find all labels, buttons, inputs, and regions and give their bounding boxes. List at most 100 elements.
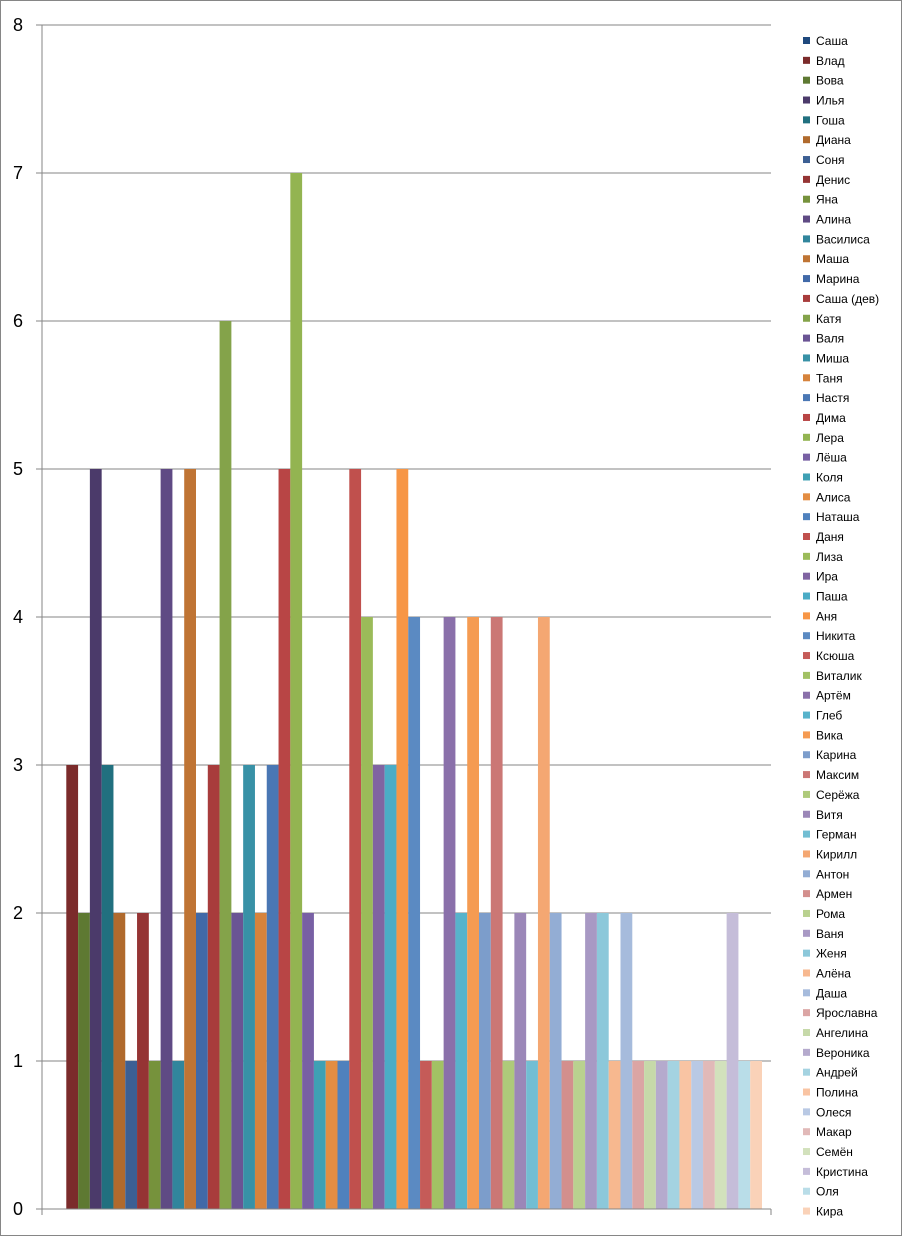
bar-41 <box>526 1061 538 1209</box>
legend-swatch <box>803 929 810 937</box>
legend-label: Марина <box>816 272 860 286</box>
legend-swatch <box>803 1207 810 1215</box>
y-tick-label: 8 <box>13 15 23 35</box>
legend-swatch <box>803 493 810 501</box>
bar-34 <box>443 617 456 1209</box>
bar-12 <box>184 469 196 1209</box>
legend-swatch <box>803 552 810 560</box>
y-tick-label: 4 <box>13 607 23 627</box>
bar-25 <box>337 1061 350 1209</box>
bar-59 <box>738 1061 751 1209</box>
bar-15 <box>219 321 232 1209</box>
legend-swatch <box>803 671 810 679</box>
legend-label: Ксюша <box>816 649 855 663</box>
legend-swatch <box>803 652 810 660</box>
legend-swatch <box>803 215 810 223</box>
legend-swatch <box>803 751 810 759</box>
legend-label: Диана <box>816 133 851 147</box>
y-tick-label: 7 <box>13 163 23 183</box>
legend-swatch <box>803 413 810 421</box>
legend-label: Лиза <box>816 550 843 564</box>
legend-swatch <box>803 56 810 64</box>
legend-label: Максим <box>816 768 859 782</box>
bar-14 <box>207 765 220 1209</box>
bar-47 <box>596 913 609 1209</box>
legend-label: Ярославна <box>816 1006 878 1020</box>
legend-swatch <box>803 572 810 580</box>
legend-label: Катя <box>816 312 841 326</box>
legend-label: Алиса <box>816 490 851 504</box>
legend-swatch <box>803 969 810 977</box>
legend-swatch <box>803 612 810 620</box>
legend-label: Рома <box>816 907 845 921</box>
bar-7 <box>125 1061 138 1209</box>
bar-42 <box>537 617 550 1209</box>
bar-35 <box>455 913 468 1209</box>
bar-60 <box>750 1061 762 1209</box>
y-tick-label: 3 <box>13 755 23 775</box>
bar-50 <box>632 1061 645 1209</box>
legend-swatch <box>803 1048 810 1056</box>
legend-label: Влад <box>816 54 845 68</box>
legend-label: Женя <box>816 947 847 961</box>
bar-28 <box>372 765 385 1209</box>
legend-label: Денис <box>816 173 850 187</box>
bar-51 <box>644 1061 656 1209</box>
legend-swatch <box>803 294 810 302</box>
legend-label: Витя <box>816 808 843 822</box>
bar-20 <box>278 469 291 1209</box>
legend-label: Полина <box>816 1086 858 1100</box>
bar-37 <box>479 913 491 1209</box>
legend-swatch <box>803 691 810 699</box>
legend-swatch <box>803 810 810 818</box>
legend-swatch <box>803 830 810 838</box>
legend-label: Наташа <box>816 510 860 524</box>
bar-4 <box>89 469 102 1209</box>
legend-label: Саша (дев) <box>816 292 879 306</box>
bar-36 <box>467 617 479 1209</box>
legend-label: Аня <box>816 609 837 623</box>
bar-40 <box>514 913 527 1209</box>
bar-56 <box>703 1061 715 1209</box>
legend-swatch <box>803 890 810 898</box>
legend-swatch <box>803 1187 810 1195</box>
legend-label: Артём <box>816 689 851 703</box>
legend-swatch <box>803 790 810 798</box>
legend-label: Семён <box>816 1145 853 1159</box>
legend-swatch <box>803 275 810 283</box>
legend-label: Даня <box>816 530 844 544</box>
bar-6 <box>113 913 126 1209</box>
legend-label: Таня <box>816 371 843 385</box>
legend-label: Илья <box>816 94 844 108</box>
legend-swatch <box>803 592 810 600</box>
legend-swatch <box>803 1009 810 1017</box>
legend-label: Ангелина <box>816 1026 868 1040</box>
y-tick-label: 1 <box>13 1051 23 1071</box>
legend-label: Вова <box>816 74 844 88</box>
legend-label: Даша <box>816 986 847 1000</box>
legend-label: Ваня <box>816 927 844 941</box>
legend-label: Вероника <box>816 1046 870 1060</box>
legend-swatch <box>803 175 810 183</box>
legend-swatch <box>803 989 810 997</box>
bar-46 <box>585 913 597 1209</box>
bar-18 <box>254 913 267 1209</box>
legend-swatch <box>803 1148 810 1156</box>
bar-55 <box>691 1061 704 1209</box>
bar-5 <box>101 765 114 1209</box>
bar-10 <box>160 469 173 1209</box>
y-tick-label: 2 <box>13 903 23 923</box>
legend-label: Карина <box>816 748 857 762</box>
legend-label: Андрей <box>816 1066 858 1080</box>
legend-swatch <box>803 37 810 44</box>
legend-label: Виталик <box>816 669 862 683</box>
bar-22 <box>302 913 314 1209</box>
legend-swatch <box>803 711 810 719</box>
legend-label: Соня <box>816 153 844 167</box>
legend-swatch <box>803 394 810 402</box>
legend-label: Вика <box>816 728 843 742</box>
legend-label: Гоша <box>816 113 845 127</box>
legend-label: Миша <box>816 351 849 365</box>
legend-label: Алина <box>816 213 851 227</box>
bar-30 <box>396 469 409 1209</box>
